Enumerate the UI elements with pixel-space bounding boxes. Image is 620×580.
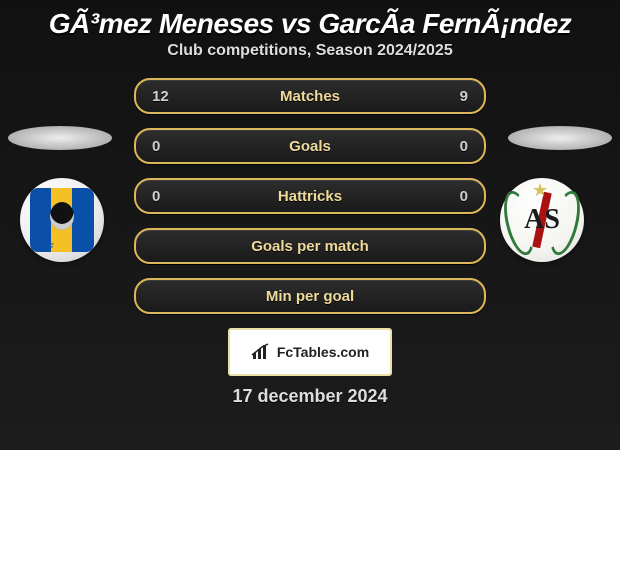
club-badge-left: HCF [20, 178, 120, 262]
stat-row: 0 Goals 0 [134, 128, 486, 164]
stat-rows: 12 Matches 9 0 Goals 0 0 Hattricks 0 Goa… [134, 78, 486, 314]
stat-label: Goals [186, 138, 434, 155]
stat-row: 12 Matches 9 [134, 78, 486, 114]
subtitle: Club competitions, Season 2024/2025 [0, 42, 620, 60]
stat-label: Hattricks [186, 188, 434, 205]
stat-label: Goals per match [186, 238, 434, 255]
player-slot-right [508, 126, 612, 150]
stat-row: Goals per match [134, 228, 486, 264]
stat-label: Min per goal [186, 288, 434, 305]
stat-right-value: 0 [434, 188, 468, 205]
stat-label: Matches [186, 88, 434, 105]
bar-chart-icon [251, 343, 271, 361]
comparison-card: GÃ³mez Meneses vs GarcÃ­a FernÃ¡ndez Clu… [0, 0, 620, 450]
stat-left-value: 12 [152, 88, 186, 105]
club-badge-right: ★ AS [500, 178, 600, 262]
stat-left-value: 0 [152, 188, 186, 205]
stat-row: Min per goal [134, 278, 486, 314]
as-badge-icon: ★ AS [500, 178, 584, 262]
stat-right-value: 9 [434, 88, 468, 105]
hercules-badge-icon: HCF [20, 178, 104, 262]
stat-right-value: 0 [434, 138, 468, 155]
stat-row: 0 Hattricks 0 [134, 178, 486, 214]
player-slot-left [8, 126, 112, 150]
brand-text: FcTables.com [277, 344, 369, 360]
brand-badge[interactable]: FcTables.com [228, 328, 392, 376]
page-title: GÃ³mez Meneses vs GarcÃ­a FernÃ¡ndez [0, 0, 620, 42]
date-text: 17 december 2024 [0, 386, 620, 407]
stat-left-value: 0 [152, 138, 186, 155]
